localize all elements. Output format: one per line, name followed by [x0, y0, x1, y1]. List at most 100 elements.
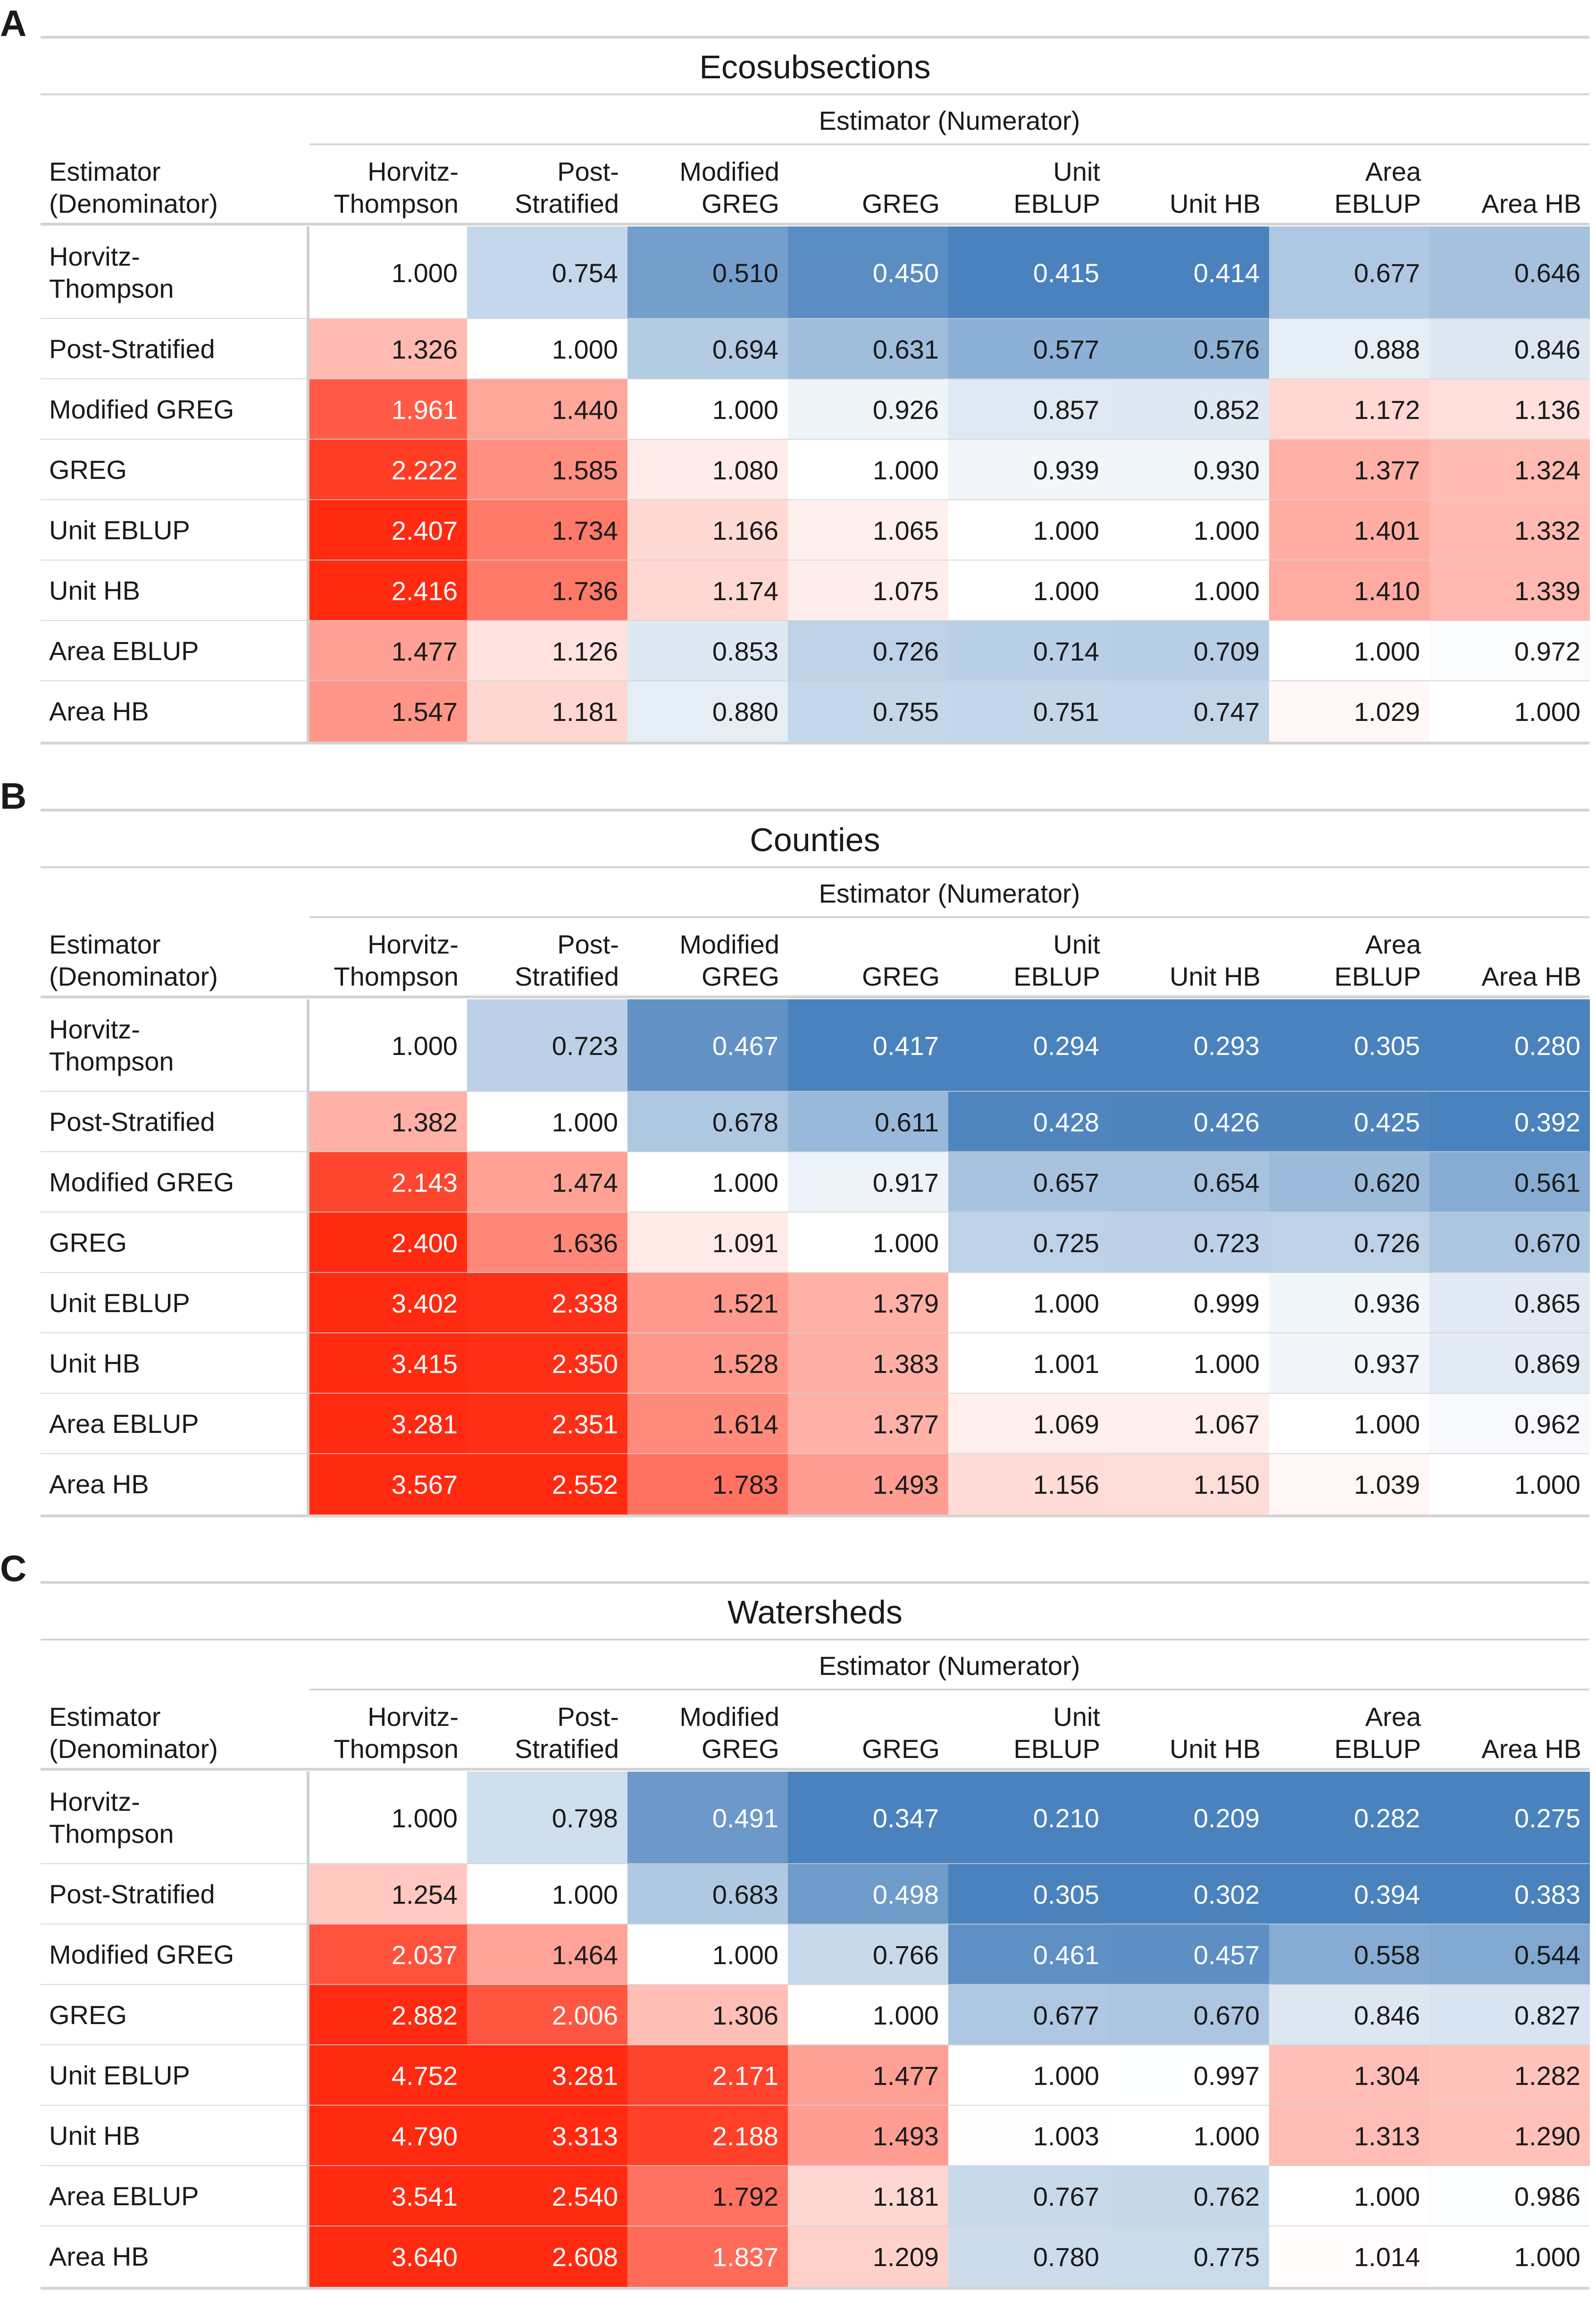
- table-cell: 1.069: [948, 1394, 1109, 1454]
- column-header: Post- Stratified: [515, 1702, 619, 1764]
- table-cell: 1.332: [1429, 500, 1590, 561]
- stub-header: Estimator (Denominator): [49, 1702, 218, 1764]
- table-cell: 1.126: [467, 621, 627, 681]
- table-cell: 3.541: [307, 2166, 467, 2226]
- table-cell: 1.000: [948, 2045, 1109, 2106]
- table-cell: 1.290: [1429, 2106, 1590, 2166]
- panel-b: B Counties Estimator (Numerator) Estimator(…: [0, 773, 1596, 1546]
- table-cell: 1.136: [1429, 379, 1590, 440]
- table-cell: 1.547: [307, 681, 467, 742]
- row-separator: [41, 620, 1589, 621]
- table-cell: 1.000: [1429, 2226, 1590, 2287]
- table-cell: 1.075: [788, 561, 948, 621]
- table-cell: 0.997: [1109, 2045, 1269, 2106]
- row-separator: [41, 1091, 1589, 1092]
- row-label: Post-Stratified: [49, 334, 215, 364]
- table-cell: 1.377: [1269, 440, 1429, 500]
- table-cell: 1.254: [307, 1864, 467, 1925]
- table-cell: 2.608: [467, 2226, 627, 2287]
- table-cell: 2.351: [467, 1394, 627, 1454]
- table-cell: 1.014: [1269, 2226, 1429, 2287]
- table-cell: 1.521: [627, 1273, 788, 1333]
- table-cell: 1.464: [467, 1925, 627, 1985]
- panel-letter: A: [0, 2, 27, 44]
- row-separator: [41, 1863, 1589, 1864]
- column-header: Unit EBLUP: [1013, 157, 1100, 218]
- stub-divider: [307, 999, 309, 1515]
- table-cell: 1.065: [788, 500, 948, 561]
- row-label: Unit HB: [49, 2121, 140, 2151]
- row-separator: [41, 1212, 1589, 1213]
- column-header: Unit HB: [1170, 189, 1261, 218]
- table-cell: 3.640: [307, 2226, 467, 2287]
- spanner-label: Estimator (Numerator): [819, 106, 1080, 135]
- table-cell: 1.614: [627, 1394, 788, 1454]
- table-cell: 1.181: [467, 681, 627, 742]
- panel-a: A Ecosubsections Estimator (Numerator) Esti…: [0, 0, 1596, 773]
- table-cell: 0.654: [1109, 1152, 1269, 1213]
- title-rule: [41, 866, 1589, 868]
- table-cell: 0.414: [1109, 226, 1269, 319]
- column-header: Area EBLUP: [1334, 929, 1421, 991]
- table-bottom-rule: [41, 742, 1589, 745]
- row-separator: [41, 560, 1589, 561]
- table-cell: 1.282: [1429, 2045, 1590, 2106]
- row-label: GREG: [49, 2000, 127, 2030]
- panel-letter: C: [0, 1548, 27, 1589]
- table-cell: 0.457: [1109, 1925, 1269, 1985]
- table-cell: 2.552: [467, 1454, 627, 1515]
- table-cell: 0.611: [788, 1092, 948, 1152]
- column-header: Area HB: [1481, 962, 1581, 991]
- table-cell: 0.780: [948, 2226, 1109, 2287]
- table-cell: 0.498: [788, 1864, 948, 1925]
- table-cell: 1.000: [627, 1925, 788, 1985]
- table-cell: 1.528: [627, 1333, 788, 1394]
- table-cell: 0.677: [1269, 226, 1429, 319]
- table-cell: 1.000: [307, 1772, 467, 1864]
- table-cell: 0.576: [1109, 319, 1269, 379]
- table-cell: 0.888: [1269, 319, 1429, 379]
- table-cell: 2.350: [467, 1333, 627, 1394]
- table-cell: 3.281: [307, 1394, 467, 1454]
- table-cell: 1.181: [788, 2166, 948, 2226]
- table-cell: 0.827: [1429, 1985, 1590, 2045]
- column-header: Area EBLUP: [1334, 1702, 1421, 1764]
- table-cell: 0.383: [1429, 1864, 1590, 1925]
- table-cell: 0.428: [948, 1092, 1109, 1152]
- table-cell: 0.558: [1269, 1925, 1429, 1985]
- table-title: Watersheds: [727, 1594, 902, 1631]
- table-cell: 0.392: [1429, 1092, 1590, 1152]
- spanner-label: Estimator (Numerator): [819, 1651, 1080, 1681]
- table-cell: 0.766: [788, 1925, 948, 1985]
- table-cell: 1.493: [788, 1454, 948, 1515]
- header-rule: [41, 223, 1589, 226]
- table-cell: 0.467: [627, 999, 788, 1092]
- table-top-rule: [41, 809, 1589, 812]
- row-separator: [41, 1151, 1589, 1152]
- table-cell: 0.775: [1109, 2226, 1269, 2287]
- table-cell: 0.631: [788, 319, 948, 379]
- table-cell: 1.000: [467, 1864, 627, 1925]
- table-cell: 0.962: [1429, 1394, 1590, 1454]
- table-cell: 3.281: [467, 2045, 627, 2106]
- table-cell: 1.379: [788, 1273, 948, 1333]
- table-cell: 1.150: [1109, 1454, 1269, 1515]
- table-cell: 2.882: [307, 1985, 467, 2045]
- row-label: Horvitz- Thompson: [49, 1014, 174, 1076]
- table-cell: 1.091: [627, 1213, 788, 1273]
- row-separator: [41, 439, 1589, 440]
- table-cell: 1.000: [788, 1213, 948, 1273]
- table-cell: 2.006: [467, 1985, 627, 2045]
- table-cell: 0.999: [1109, 1273, 1269, 1333]
- table-cell: 1.000: [467, 319, 627, 379]
- table-cell: 0.846: [1269, 1985, 1429, 2045]
- table-cell: 2.416: [307, 561, 467, 621]
- column-header: Area HB: [1481, 1734, 1581, 1764]
- table-cell: 0.857: [948, 379, 1109, 440]
- table-cell: 3.415: [307, 1333, 467, 1394]
- row-separator: [41, 1924, 1589, 1925]
- table-cell: 0.853: [627, 621, 788, 681]
- table-cell: 0.694: [627, 319, 788, 379]
- table-cell: 3.402: [307, 1273, 467, 1333]
- table-cell: 0.425: [1269, 1092, 1429, 1152]
